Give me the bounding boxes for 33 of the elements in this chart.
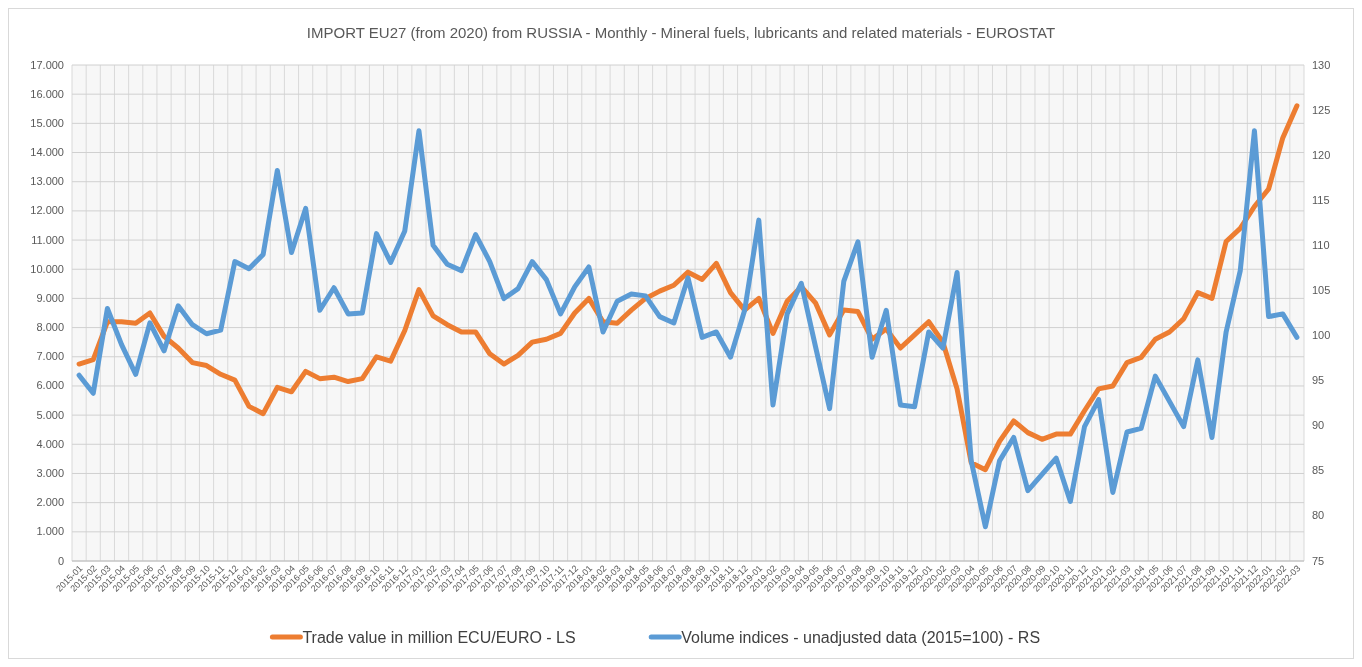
y-tick-label: 16.000 xyxy=(30,87,64,100)
y-tick-label: 2.000 xyxy=(36,496,64,509)
y2-tick-label: 120 xyxy=(1312,148,1331,161)
y-tick-label: 8.000 xyxy=(36,321,64,334)
y2-tick-label: 95 xyxy=(1312,374,1325,387)
legend-label: Volume indices - unadjusted data (2015=100) - RS xyxy=(681,628,1041,646)
legend-label: Trade value in million ECU/EURO - LS xyxy=(302,628,576,646)
y2-tick-label: 100 xyxy=(1312,329,1331,342)
y-tick-label: 7.000 xyxy=(36,350,64,363)
y-tick-label: 15.000 xyxy=(30,116,64,129)
y-tick-label: 6.000 xyxy=(36,379,64,392)
y2-tick-label: 85 xyxy=(1312,464,1325,477)
y-tick-label: 5.000 xyxy=(36,408,64,421)
y2-tick-label: 75 xyxy=(1312,554,1325,567)
chart-title: IMPORT EU27 (from 2020) from RUSSIA - Monthly - Mineral fuels, lubricants and related materials - EUROSTAT xyxy=(306,24,1056,41)
y2-tick-label: 110 xyxy=(1312,238,1330,251)
y-tick-label: 10.000 xyxy=(30,262,64,275)
y-tick-label: 11.000 xyxy=(31,233,64,246)
y-tick-label: 12.000 xyxy=(30,204,64,217)
y2-tick-label: 115 xyxy=(1312,193,1330,206)
y-tick-label: 17.000 xyxy=(30,58,64,71)
y-tick-label: 3.000 xyxy=(36,466,64,479)
y-tick-label: 13.000 xyxy=(30,175,64,188)
y2-tick-label: 125 xyxy=(1312,103,1331,116)
y2-tick-label: 105 xyxy=(1312,283,1331,296)
y-tick-label: 14.000 xyxy=(30,146,64,159)
y2-tick-label: 80 xyxy=(1312,509,1325,522)
y2-tick-label: 130 xyxy=(1312,58,1331,71)
y-tick-label: 9.000 xyxy=(36,291,64,304)
y-tick-label: 0 xyxy=(57,554,64,567)
y2-tick-label: 90 xyxy=(1312,419,1325,432)
y-tick-label: 1.000 xyxy=(36,525,64,538)
y-tick-label: 4.000 xyxy=(36,437,64,450)
